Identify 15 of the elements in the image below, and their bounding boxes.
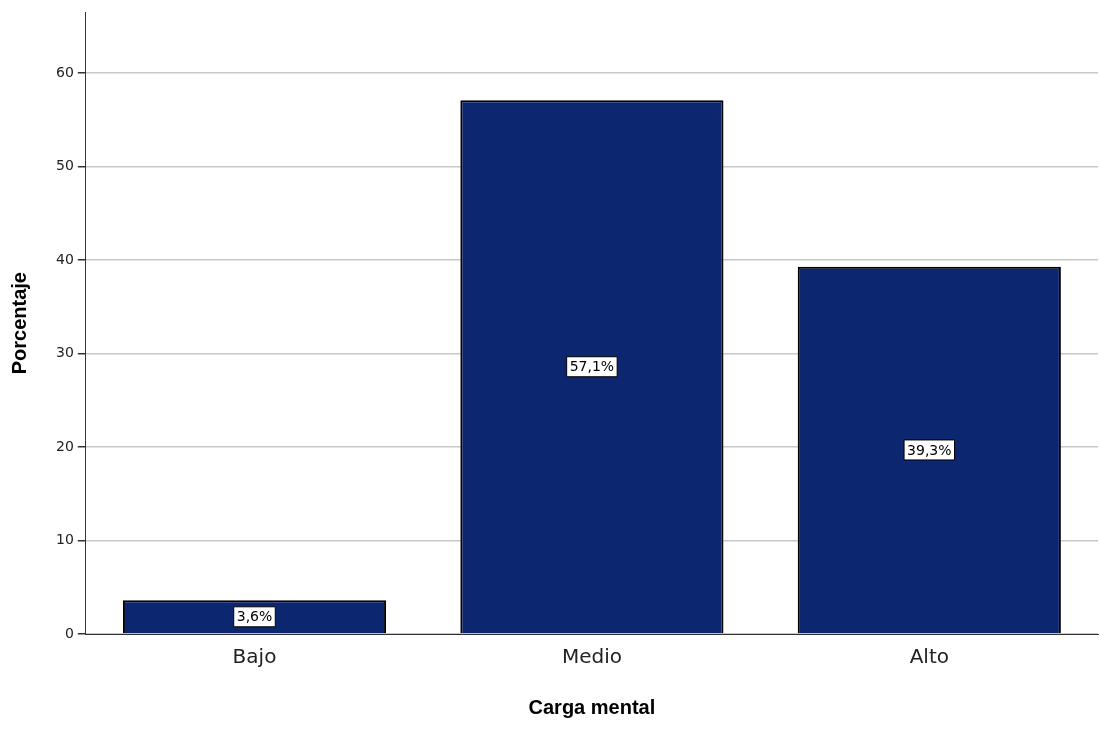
y-tick-label: 20 bbox=[55, 437, 74, 454]
x-tick-label: Bajo bbox=[232, 644, 277, 669]
y-tick-label: 0 bbox=[64, 624, 74, 641]
x-tick-label: Medio bbox=[561, 644, 622, 669]
x-axis-title: Carga mental bbox=[528, 695, 656, 718]
data-label: 39,3% bbox=[907, 441, 952, 458]
y-axis-title: Porcentaje bbox=[7, 272, 30, 375]
data-label: 57,1% bbox=[569, 358, 615, 375]
y-tick-label: 40 bbox=[55, 250, 74, 267]
y-tick-label: 30 bbox=[55, 344, 74, 361]
data-label: 3,6% bbox=[236, 608, 273, 625]
y-tick-label: 50 bbox=[55, 157, 74, 174]
y-tick-label: 60 bbox=[55, 63, 74, 80]
x-tick-label: Alto bbox=[909, 644, 949, 669]
y-tick-label: 10 bbox=[55, 531, 74, 548]
